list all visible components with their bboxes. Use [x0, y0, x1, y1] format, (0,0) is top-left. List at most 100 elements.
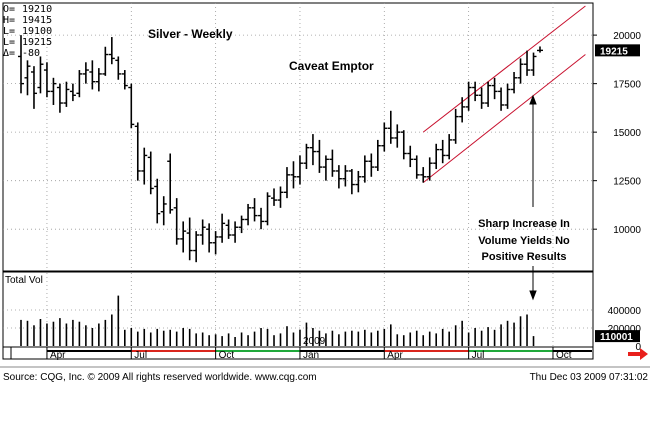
- arrow-left-icon[interactable]: [628, 348, 648, 360]
- ohlc-bar: [63, 81, 70, 107]
- ohlc-bar: [212, 231, 219, 255]
- ohlc-bar: [173, 198, 180, 245]
- arrow-down-head: [529, 290, 537, 301]
- ohlc-bar: [102, 46, 109, 76]
- ohlc-bar: [342, 165, 349, 187]
- ohlc-bar: [50, 77, 57, 105]
- last-price-badge: 19215: [595, 44, 640, 57]
- ohlc-bar: [491, 77, 498, 100]
- year-label: 2009: [303, 336, 326, 347]
- ohlc-bar: [219, 213, 226, 243]
- annotation-arrows: [529, 94, 537, 301]
- ohlc-bar: [147, 151, 154, 195]
- ohlc-bar: [446, 134, 453, 160]
- x-axis-labels: Apr Jul Oct Jan Apr Jul Oct 2009: [46, 336, 572, 361]
- ohlc-bar: [361, 155, 368, 183]
- ohlc-bar: [524, 50, 531, 76]
- ohlc-bar: [413, 155, 420, 179]
- ohlc-bar: [452, 108, 459, 144]
- volume-note: Sharp Increase In Volume Yields No Posit…: [478, 218, 570, 263]
- ohlc-bar: [407, 145, 414, 168]
- volume-bars: [20, 295, 535, 346]
- ohlc-bar: [322, 155, 329, 181]
- ohlc-bar: [264, 192, 271, 226]
- x-tick-label: Apr: [387, 350, 403, 361]
- x-tick-label: Oct: [556, 350, 572, 361]
- ohlc-bar: [465, 81, 472, 111]
- y-tick-label: 20000: [613, 31, 641, 42]
- arrow-up-head: [529, 94, 537, 105]
- last-volume-badge: 110001: [595, 330, 640, 343]
- ohlc-value: 19100: [22, 26, 52, 37]
- arrow-left-shape: [628, 348, 648, 360]
- ohlc-bar: [355, 170, 362, 193]
- ohlc-bar: [245, 203, 252, 226]
- ohlc-value: 19215: [22, 37, 52, 48]
- volume-y-axis: 0 200000 400000: [608, 306, 642, 353]
- source-credit: Source: CQG, Inc. © 2009 All rights rese…: [3, 372, 317, 383]
- ohlc-bar: [108, 37, 115, 65]
- volume-tick-label: 200000: [608, 324, 642, 335]
- ohlc-bar: [141, 147, 148, 185]
- ohlc-bar: [439, 139, 446, 164]
- ohlc-bar: [37, 56, 44, 94]
- ohlc-bar: [394, 124, 401, 148]
- ohlc-bar: [82, 62, 89, 84]
- ohlc-bar: [258, 207, 265, 230]
- ohlc-bar: [199, 219, 206, 245]
- ohlc-value: -80: [22, 48, 40, 59]
- ohlc-bar: [89, 60, 96, 90]
- note-line: Sharp Increase In: [478, 218, 570, 230]
- ohlc-bar: [400, 130, 407, 160]
- trend-channel: [422, 5, 586, 183]
- ohlc-bar: [381, 122, 388, 152]
- volume-panel-frame: [2, 271, 594, 348]
- ohlc-bar: [511, 71, 518, 94]
- ohlc-bar: [128, 83, 135, 129]
- y-tick-label: 17500: [613, 80, 641, 91]
- ohlc-bar: [420, 167, 427, 183]
- last-price-box: [595, 44, 640, 57]
- ohlc-bar: [24, 60, 31, 96]
- x-tick-label: Jul: [134, 350, 147, 361]
- channel-line-lower: [422, 54, 586, 183]
- ohlc-bar: [134, 122, 141, 181]
- ohlc-bar: [303, 143, 310, 170]
- ohlc-label: Δ=: [3, 48, 15, 59]
- price-grid: [3, 3, 593, 271]
- price-panel-frame: [2, 2, 594, 272]
- ohlc-bar: [498, 87, 505, 111]
- x-tick-label: Jan: [303, 350, 319, 361]
- price-bars: [18, 35, 543, 263]
- ohlc-bar: [530, 52, 537, 76]
- volume-tick-label: 400000: [608, 306, 642, 317]
- last-volume-box: [595, 330, 640, 343]
- last-price-value: 19215: [600, 46, 628, 57]
- ohlc-bar: [426, 157, 433, 181]
- ohlc-bar: [76, 70, 83, 98]
- ohlc-bar: [283, 167, 290, 199]
- ohlc-bar: [238, 215, 245, 234]
- ohlc-label: L=: [3, 26, 15, 37]
- y-tick-label: 10000: [613, 225, 641, 236]
- ohlc-bar: [56, 83, 63, 113]
- volume-tick-label: 0: [635, 342, 641, 353]
- ohlc-bar: [193, 231, 200, 263]
- ohlc-bar: [329, 149, 336, 177]
- scroll-handle[interactable]: [2, 346, 12, 360]
- ohlc-label: H=: [3, 15, 15, 26]
- ohlc-bar: [69, 83, 76, 102]
- x-tick-label: Oct: [219, 350, 235, 361]
- ohlc-bar: [160, 196, 167, 226]
- ohlc-value: 19415: [22, 15, 52, 26]
- ohlc-bar: [290, 161, 297, 189]
- ohlc-bar: [472, 81, 479, 102]
- ohlc-bar: [478, 87, 485, 109]
- ohlc-bar: [433, 143, 440, 170]
- ohlc-bar: [206, 223, 213, 253]
- last-volume-value: 110001: [600, 332, 633, 343]
- ohlc-bar: [18, 35, 24, 94]
- ohlc-bar: [374, 139, 381, 171]
- ohlc-bar: [537, 46, 543, 53]
